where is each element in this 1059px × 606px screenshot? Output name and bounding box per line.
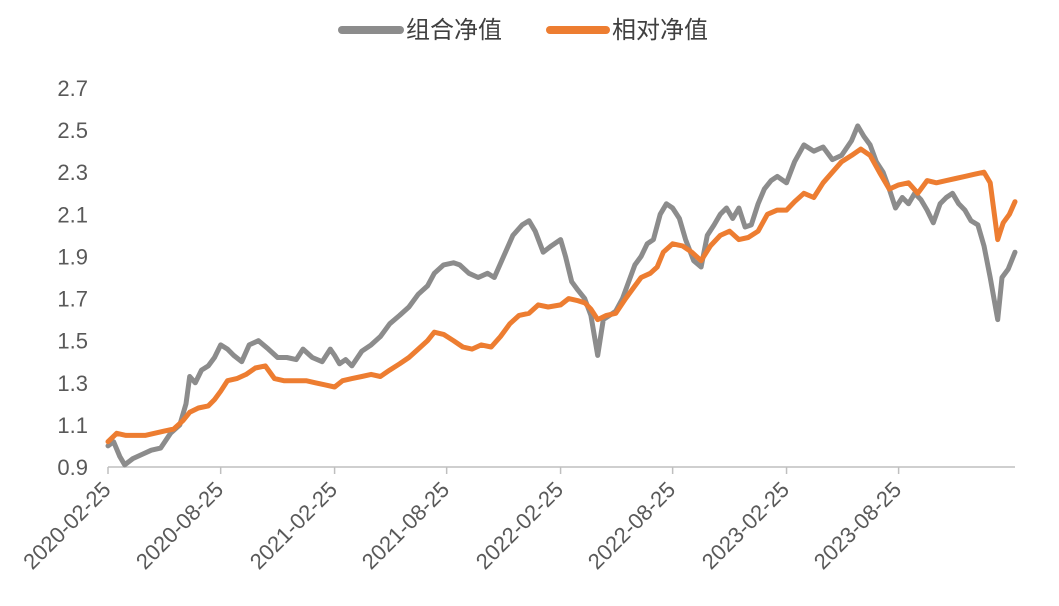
x-tick-label: 2021-08-25 bbox=[357, 477, 454, 574]
legend-label-relative-nav: 相对净值 bbox=[612, 16, 708, 44]
y-tick-label: 1.1 bbox=[57, 413, 88, 438]
x-tick-label: 2022-08-25 bbox=[583, 477, 680, 574]
y-tick-label: 1.5 bbox=[57, 329, 88, 354]
legend-label-portfolio-nav: 组合净值 bbox=[406, 16, 502, 44]
y-tick-label: 1.9 bbox=[57, 244, 88, 269]
x-tick-label: 2021-02-25 bbox=[245, 477, 342, 574]
series-layer bbox=[105, 123, 1018, 468]
x-tick-label: 2023-02-25 bbox=[697, 477, 794, 574]
y-tick-label: 2.5 bbox=[57, 118, 88, 143]
x-tick-label: 2023-08-25 bbox=[809, 477, 906, 574]
x-tick-label: 2022-02-25 bbox=[471, 477, 568, 574]
x-tick-label: 2020-02-25 bbox=[18, 477, 115, 574]
series-line-portfolio-nav bbox=[105, 123, 1018, 468]
y-tick-label: 1.7 bbox=[57, 287, 88, 312]
y-tick-label: 0.9 bbox=[57, 455, 88, 480]
y-tick-label: 1.3 bbox=[57, 371, 88, 396]
x-axis: 2020-02-25 2020-08-25 2021-02-25 2021-08-25… bbox=[18, 466, 1015, 574]
legend-item-portfolio-nav: 组合净值 bbox=[338, 16, 502, 44]
y-tick-label: 2.1 bbox=[57, 202, 88, 227]
series-line-relative-nav bbox=[105, 146, 1018, 445]
y-tick-label: 2.3 bbox=[57, 160, 88, 185]
y-tick-label: 2.7 bbox=[57, 76, 88, 101]
x-tick-label: 2020-08-25 bbox=[131, 477, 228, 574]
legend: 组合净值 相对净值 bbox=[338, 16, 708, 44]
y-axis: 0.9 1.1 1.3 1.5 1.7 1.9 2.1 2.3 2.5 2.7 bbox=[57, 76, 88, 480]
legend-item-relative-nav: 相对净值 bbox=[546, 16, 708, 44]
